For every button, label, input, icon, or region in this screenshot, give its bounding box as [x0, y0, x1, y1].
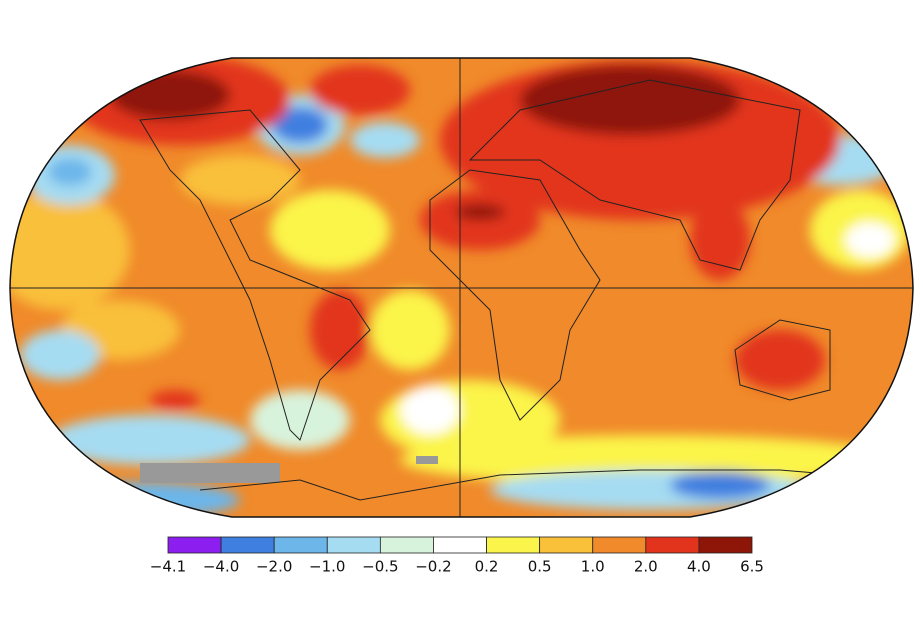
colorbar-bin — [273, 536, 328, 554]
colorbar-bin — [326, 536, 381, 554]
map-border — [9, 57, 914, 518]
colorbar-bin — [592, 536, 647, 554]
colorbar: −4.1 −4.0 −2.0 −1.0 −0.5 −0.2 0.2 0.5 1.0 2.0 4.0 6… — [150, 536, 764, 576]
colorbar-label: −0.2 — [415, 558, 451, 576]
colorbar-label: 2.0 — [634, 558, 658, 576]
colorbar-bin — [220, 536, 275, 554]
colorbar-label: 0.5 — [528, 558, 552, 576]
colorbar-label: 4.0 — [687, 558, 711, 576]
colorbar-bin — [539, 536, 594, 554]
colorbar-label: 0.2 — [475, 558, 499, 576]
colorbar-label: −0.5 — [362, 558, 398, 576]
colorbar-bin — [379, 536, 434, 554]
colorbar-label: −1.0 — [309, 558, 345, 576]
anomaly-map — [10, 58, 913, 517]
colorbar-label: −4.1 — [150, 558, 186, 576]
colorbar-bin — [486, 536, 541, 554]
colorbar-label: 6.5 — [740, 558, 764, 576]
coastlines — [139, 79, 901, 501]
colorbar-label: 1.0 — [581, 558, 605, 576]
colorbar-bin — [167, 536, 222, 554]
colorbar-bin — [698, 536, 753, 554]
colorbar-label: −4.0 — [203, 558, 239, 576]
colorbar-bin — [433, 536, 487, 554]
colorbar-label: −2.0 — [256, 558, 292, 576]
colorbar-bin — [645, 536, 700, 554]
